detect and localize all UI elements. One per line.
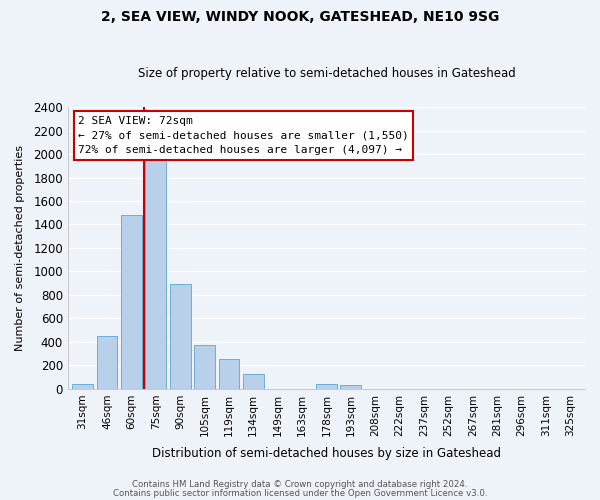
Bar [121,215,142,389]
Bar [97,336,118,389]
Bar [170,284,191,389]
Bar [243,374,263,389]
Bar [218,359,239,389]
Title: Size of property relative to semi-detached houses in Gateshead: Size of property relative to semi-detach… [137,66,515,80]
Bar [340,386,361,389]
Bar [145,154,166,389]
Bar [194,345,215,389]
Text: 2 SEA VIEW: 72sqm
← 27% of semi-detached houses are smaller (1,550)
72% of semi-: 2 SEA VIEW: 72sqm ← 27% of semi-detached… [78,116,409,155]
Text: Contains public sector information licensed under the Open Government Licence v3: Contains public sector information licen… [113,488,487,498]
Text: 2, SEA VIEW, WINDY NOOK, GATESHEAD, NE10 9SG: 2, SEA VIEW, WINDY NOOK, GATESHEAD, NE10… [101,10,499,24]
Text: Contains HM Land Registry data © Crown copyright and database right 2024.: Contains HM Land Registry data © Crown c… [132,480,468,489]
X-axis label: Distribution of semi-detached houses by size in Gateshead: Distribution of semi-detached houses by … [152,447,501,460]
Bar [72,384,93,389]
Y-axis label: Number of semi-detached properties: Number of semi-detached properties [15,145,25,351]
Bar [316,384,337,389]
